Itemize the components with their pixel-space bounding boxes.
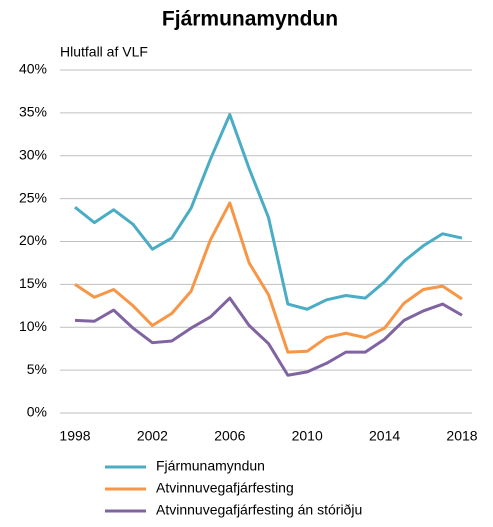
x-tick-label: 2010 bbox=[292, 428, 323, 444]
legend-label: Atvinnuvegafjárfesting án stóriðju bbox=[156, 502, 362, 518]
y-tick-label: 25% bbox=[19, 189, 47, 205]
y-axis-label: Hlutfall af VLF bbox=[60, 44, 148, 60]
y-tick-label: 5% bbox=[27, 361, 47, 377]
legend-label: Fjármunamyndun bbox=[156, 458, 265, 474]
y-tick-label: 15% bbox=[19, 275, 47, 291]
chart-title: Fjármunamyndun bbox=[162, 8, 338, 31]
x-tick-label: 2018 bbox=[446, 428, 477, 444]
y-tick-label: 40% bbox=[19, 61, 47, 77]
y-tick-label: 10% bbox=[19, 318, 47, 334]
x-tick-label: 2014 bbox=[369, 428, 400, 444]
x-tick-label: 2006 bbox=[214, 428, 245, 444]
legend-label: Atvinnuvegafjárfesting bbox=[156, 480, 294, 496]
y-tick-label: 35% bbox=[19, 104, 47, 120]
y-tick-label: 20% bbox=[19, 232, 47, 248]
series-line bbox=[74, 296, 463, 377]
x-tick-label: 2002 bbox=[137, 428, 168, 444]
x-tick-label: 1998 bbox=[59, 428, 90, 444]
series-line bbox=[74, 113, 463, 311]
y-tick-label: 30% bbox=[19, 146, 47, 162]
y-tick-label: 0% bbox=[27, 404, 47, 420]
series-line bbox=[74, 201, 463, 354]
